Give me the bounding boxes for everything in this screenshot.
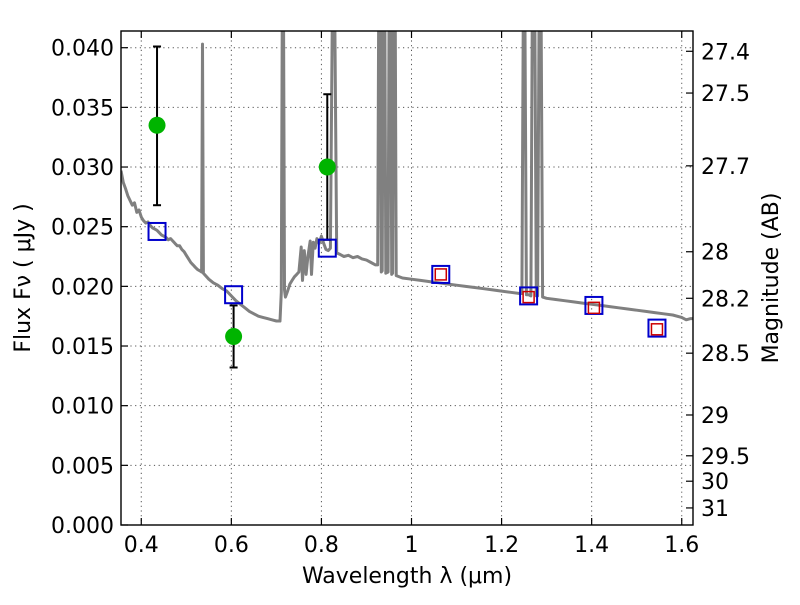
right-tick-label: 28.2 — [701, 287, 750, 312]
right-axis-label: Magnitude (AB) — [759, 193, 784, 364]
right-tick-label: 29 — [701, 404, 729, 429]
x-axis-label: Wavelength λ (μm) — [302, 564, 512, 589]
right-tick-label: 27.4 — [701, 40, 750, 65]
y-tick-label: 0.030 — [51, 156, 114, 181]
nir-photometry-marker — [650, 323, 664, 336]
x-tick-label: 1.4 — [574, 533, 609, 558]
y-tick-label: 0.035 — [51, 96, 114, 121]
x-tick-label: 0.8 — [304, 533, 339, 558]
y-tick-label: 0.020 — [51, 275, 114, 300]
y-tick-label: 0.025 — [51, 216, 114, 241]
x-tick-label: 1 — [405, 533, 419, 558]
axes-frame — [120, 30, 694, 526]
observed-point — [148, 116, 166, 134]
model-photometry-marker — [317, 238, 337, 258]
y-tick-label: 0.000 — [51, 514, 114, 539]
model-spectrum-line — [121, 31, 693, 323]
right-tick-label: 28 — [701, 241, 729, 266]
plot-area — [121, 31, 693, 369]
right-tick-label: 31 — [701, 497, 729, 522]
x-tick-label: 0.4 — [124, 533, 159, 558]
right-tick-label: 28.5 — [701, 342, 750, 367]
model-photometry-marker — [431, 264, 451, 284]
x-tick-label: 1.6 — [664, 533, 699, 558]
y-tick-label: 0.040 — [51, 37, 114, 62]
right-tick-label: 27.5 — [701, 82, 750, 107]
observed-point — [225, 327, 243, 345]
x-tick-label: 0.6 — [214, 533, 249, 558]
y-tick-label: 0.015 — [51, 335, 114, 360]
nir-photometry-marker — [434, 268, 448, 281]
right-tick-label: 29.5 — [701, 445, 750, 470]
model-photometry-marker — [519, 286, 539, 306]
model-photometry-marker — [224, 285, 244, 305]
y-tick-label: 0.010 — [51, 395, 114, 420]
x-tick-label: 1.2 — [484, 533, 519, 558]
model-photometry-marker — [647, 318, 667, 338]
model-photometry-marker — [147, 221, 167, 241]
right-tick-label: 30 — [701, 470, 729, 495]
axis-ticks: 0.4 0.6 0.8 1 1.2 1.4 1.6 0.000 0.005 0.010 0.015 0… — [51, 31, 750, 558]
y-axis-label: Flux Fν ( μJy ) — [11, 203, 36, 352]
nir-photometry-marker — [587, 301, 601, 315]
right-tick-label: 27.7 — [701, 155, 750, 180]
observed-point — [318, 158, 336, 176]
y-tick-label: 0.005 — [51, 454, 114, 479]
nir-photometry-marker — [522, 290, 535, 304]
